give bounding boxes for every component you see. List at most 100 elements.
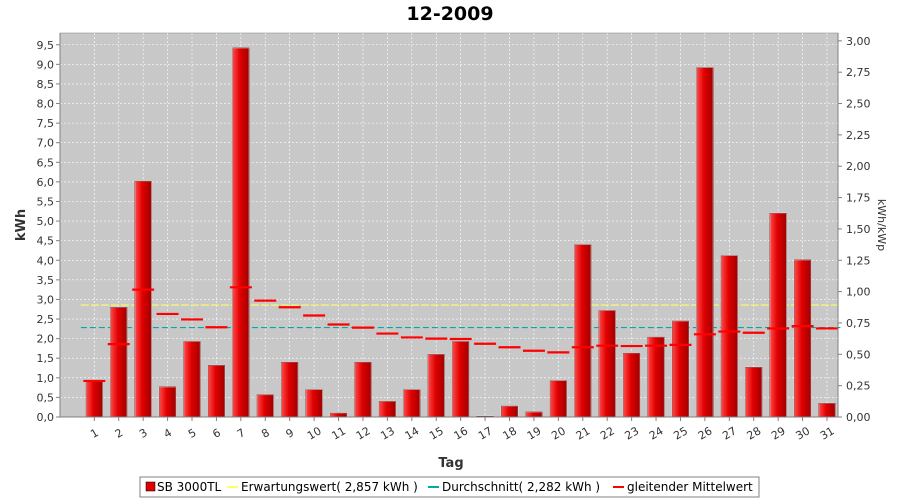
x-tick-label: 25	[671, 424, 690, 442]
y-tick-label: 5,5	[37, 195, 55, 208]
x-tick-label: 17	[476, 424, 495, 442]
y-tick-label: 3,0	[37, 293, 55, 306]
y-axis-left: 0,0 0,5 1,0 1,5 2,0 2,5 3,0 3,5 4,0 4,5 5,0 5,5 6,0 6…	[37, 33, 61, 424]
y-axis-title-left: kWh	[14, 209, 29, 241]
y2-tick-label: 1,50	[846, 223, 871, 236]
bar	[427, 353, 445, 418]
bar	[354, 361, 372, 418]
bar	[207, 364, 226, 418]
y-tick-label: 2,5	[37, 313, 55, 326]
bar	[622, 352, 641, 418]
bar	[232, 47, 250, 418]
x-tick-label: 27	[720, 424, 739, 442]
x-tick-label: 15	[427, 424, 446, 442]
chart-title: 12-2009	[406, 3, 493, 25]
x-tick-label: 26	[696, 424, 715, 442]
x-tick-label: 8	[259, 426, 272, 441]
y-tick-label: 4,5	[37, 235, 55, 248]
bar	[403, 389, 421, 418]
bar	[720, 255, 739, 418]
y-axis-title-right: kWh/kWp	[875, 199, 888, 251]
x-tick-label: 13	[378, 424, 397, 442]
moving-average	[83, 286, 838, 383]
bar	[85, 380, 104, 418]
y-tick-label: 7,5	[37, 117, 55, 130]
bar	[574, 244, 592, 418]
x-tick-label: 21	[574, 424, 593, 442]
bar	[793, 259, 812, 418]
y2-tick-label: 2,25	[846, 129, 871, 142]
y-tick-label: 1,0	[37, 372, 55, 385]
y-tick-label: 9,0	[37, 58, 55, 71]
x-tick-label: 14	[403, 424, 422, 442]
x-tick-label: 7	[235, 426, 248, 441]
x-tick-label: 2	[113, 426, 126, 441]
x-tick-label: 31	[818, 424, 837, 442]
bar	[696, 67, 714, 418]
x-tick-label: 5	[186, 426, 199, 441]
y2-tick-label: 2,75	[846, 66, 871, 79]
bar	[769, 212, 787, 418]
y-tick-label: 3,5	[37, 274, 55, 287]
bar	[500, 405, 519, 418]
x-tick-label: 9	[284, 426, 297, 441]
y-tick-label: 9,5	[37, 39, 55, 52]
y2-tick-label: 1,25	[846, 254, 871, 267]
legend-label-erwartungswert: Erwartungswert( 2,857 kWh )	[241, 480, 418, 494]
x-tick-label: 28	[745, 424, 764, 442]
bar	[598, 310, 616, 418]
x-tick-label: 11	[329, 424, 348, 442]
y-tick-label: 0,5	[37, 391, 55, 404]
x-tick-label: 1	[88, 426, 101, 441]
y2-tick-label: 1,00	[846, 286, 871, 299]
x-tick-label: 3	[137, 426, 150, 441]
y-tick-label: 7,0	[37, 137, 55, 150]
x-axis: 1 2 3 4 5 6 7 8 9 10 11 12 13 14 15 16 17 18 19 20 21 22 23 24 2…	[60, 416, 838, 443]
x-tick-label: 22	[598, 424, 617, 442]
y-tick-label: 2,0	[37, 333, 55, 346]
x-tick-label: 19	[525, 424, 544, 442]
y-tick-label: 4,0	[37, 254, 55, 267]
x-tick-label: 29	[769, 424, 788, 442]
y2-tick-label: 0,75	[846, 317, 871, 330]
bar	[647, 336, 665, 418]
bar	[378, 400, 397, 418]
bar	[183, 340, 201, 418]
y-tick-label: 5,0	[37, 215, 55, 228]
y-tick-label: 6,5	[37, 156, 55, 169]
legend: SB 3000TL Erwartungswert( 2,857 kWh ) Du…	[139, 476, 760, 498]
y2-tick-label: 2,50	[846, 98, 871, 111]
y-tick-label: 8,0	[37, 98, 55, 111]
x-tick-label: 4	[162, 426, 175, 441]
x-tick-label: 18	[500, 424, 519, 442]
bar	[549, 380, 568, 418]
legend-frame	[139, 476, 760, 498]
x-tick-label: 20	[549, 424, 568, 442]
y-tick-label: 0,0	[37, 411, 55, 424]
bar	[818, 402, 836, 418]
x-tick-label: 6	[210, 426, 223, 441]
x-tick-label: 30	[794, 424, 813, 442]
legend-label-sb3000tl: SB 3000TL	[157, 480, 222, 494]
x-tick-label: 10	[305, 424, 324, 442]
y2-tick-label: 0,25	[846, 380, 871, 393]
x-tick-label: 12	[354, 424, 373, 442]
bar	[745, 366, 763, 418]
y2-tick-label: 2,00	[846, 160, 871, 173]
y-axis-right: 0,00 0,25 0,50 0,75 1,00 1,25 1,50 1,75 2,00 2,25…	[837, 33, 871, 424]
legend-label-durchschnitt: Durchschnitt( 2,282 kWh )	[442, 480, 600, 494]
bar	[134, 180, 152, 418]
y-tick-label: 1,5	[37, 352, 55, 365]
bar	[525, 411, 543, 418]
bar	[329, 412, 348, 418]
bars	[85, 47, 836, 418]
y2-tick-label: 0,50	[846, 348, 871, 361]
bar	[305, 389, 323, 418]
x-tick-label: 24	[647, 424, 666, 442]
y2-tick-label: 3,00	[846, 35, 871, 48]
y2-tick-label: 1,75	[846, 192, 871, 205]
bar	[110, 306, 128, 418]
legend-label-gleitender-mittelwert: gleitender Mittelwert	[627, 480, 753, 494]
